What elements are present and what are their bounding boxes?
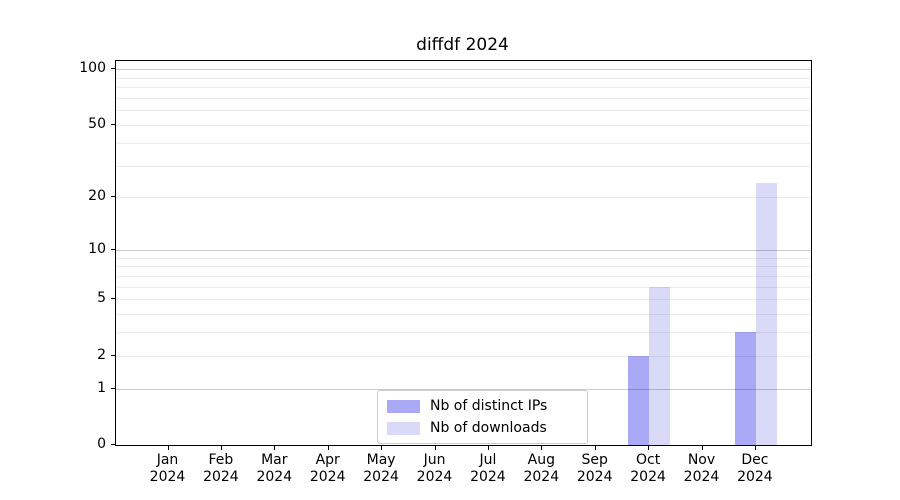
x-tick-mark xyxy=(701,446,703,450)
major-gridline xyxy=(116,249,811,251)
y-tick-label: 10 xyxy=(88,240,106,257)
y-tick-label: 100 xyxy=(79,60,106,77)
major-gridline xyxy=(116,388,811,390)
x-tick-mark xyxy=(274,446,276,450)
legend: Nb of distinct IPs Nb of downloads xyxy=(377,390,588,444)
x-tick-label-feb: Feb 2024 xyxy=(203,452,239,485)
x-tick-mark xyxy=(541,446,543,450)
x-tick-label-mar: Mar 2024 xyxy=(256,452,293,485)
y-tick-mark xyxy=(111,124,115,126)
y-tick-label: 20 xyxy=(88,188,106,205)
minor-gridline xyxy=(116,266,811,268)
y-tick-mark xyxy=(111,354,115,356)
x-tick-label-oct: Oct 2024 xyxy=(630,452,666,485)
minor-gridline xyxy=(116,77,811,79)
y-tick-label: 5 xyxy=(97,290,106,307)
minor-gridline xyxy=(116,110,811,112)
y-tick-label: 1 xyxy=(97,379,106,396)
legend-item-downloads: Nb of downloads xyxy=(387,420,578,436)
y-tick-mark xyxy=(111,444,115,445)
bar-distinct-ips-dec xyxy=(734,332,756,445)
minor-gridline xyxy=(116,286,811,288)
y-tick-mark xyxy=(111,68,115,70)
x-tick-mark xyxy=(167,446,169,450)
bar-distinct-ips-oct xyxy=(628,355,650,445)
minor-gridline xyxy=(116,165,811,167)
x-tick-label-jul: Jul 2024 xyxy=(470,452,506,485)
chart-title: diffdf 2024 xyxy=(416,35,509,55)
x-tick-mark xyxy=(648,446,650,450)
x-tick-label-apr: Apr 2024 xyxy=(309,452,346,485)
minor-gridline xyxy=(116,142,811,144)
minor-gridline xyxy=(116,299,811,301)
x-tick-mark xyxy=(220,446,222,450)
x-tick-label-may: May 2024 xyxy=(363,452,399,485)
plot-area xyxy=(115,60,812,446)
legend-label-distinct-ips: Nb of distinct IPs xyxy=(430,398,548,414)
minor-gridline xyxy=(116,197,811,199)
minor-gridline xyxy=(116,314,811,316)
minor-gridline xyxy=(116,275,811,277)
x-tick-mark xyxy=(754,446,756,450)
x-tick-mark xyxy=(487,446,489,450)
minor-gridline xyxy=(116,125,811,127)
legend-label-downloads: Nb of downloads xyxy=(430,420,547,436)
major-gridline xyxy=(116,69,811,71)
y-tick-mark xyxy=(111,298,115,300)
x-tick-mark xyxy=(381,446,383,450)
y-tick-mark xyxy=(111,248,115,250)
minor-gridline xyxy=(116,355,811,357)
x-tick-mark xyxy=(434,446,436,450)
minor-gridline xyxy=(116,87,811,89)
y-tick-label: 50 xyxy=(88,116,106,133)
x-tick-label-dec: Dec 2024 xyxy=(737,452,773,485)
y-tick-label: 0 xyxy=(97,436,106,452)
x-tick-label-sep: Sep 2024 xyxy=(576,452,613,485)
y-tick-mark xyxy=(111,196,115,198)
x-tick-mark xyxy=(594,446,596,450)
minor-gridline xyxy=(116,332,811,334)
y-tick-label: 2 xyxy=(97,346,106,363)
bar-downloads-oct xyxy=(649,286,671,445)
legend-swatch-downloads xyxy=(387,421,420,435)
x-tick-label-aug: Aug 2024 xyxy=(523,452,560,485)
x-tick-label-jun: Jun 2024 xyxy=(416,452,453,485)
x-tick-label-jan: Jan 2024 xyxy=(149,452,186,485)
minor-gridline xyxy=(116,257,811,259)
minor-gridline xyxy=(116,98,811,100)
legend-item-distinct-ips: Nb of distinct IPs xyxy=(387,398,578,414)
bar-downloads-dec xyxy=(755,183,777,445)
y-tick-mark xyxy=(111,387,115,389)
legend-swatch-distinct-ips xyxy=(387,399,420,413)
x-tick-label-nov: Nov 2024 xyxy=(683,452,720,485)
x-tick-mark xyxy=(327,446,329,450)
